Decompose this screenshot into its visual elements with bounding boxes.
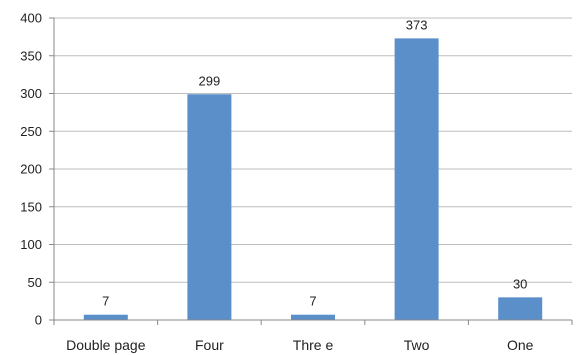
bar-3	[394, 38, 439, 320]
labels: 0 50 100 150 200 250 300 350 400 7 Double page 299 F…	[20, 11, 533, 354]
gridlines	[54, 17, 572, 283]
category-label: One	[507, 337, 534, 353]
bar-1	[187, 94, 232, 320]
category-label: Thre e	[293, 337, 334, 353]
bar-value-label: 7	[309, 294, 316, 309]
category-label: Four	[195, 337, 224, 353]
bar-value-label: 30	[513, 276, 527, 291]
category-label: Two	[404, 337, 430, 353]
bar-value-label: 299	[199, 73, 221, 88]
bar-4	[498, 297, 543, 320]
y-tick-label: 250	[20, 124, 42, 139]
y-tick-label: 350	[20, 48, 42, 63]
y-tick-label: 100	[20, 237, 42, 252]
bar-2	[291, 314, 335, 320]
bar-value-label: 373	[406, 17, 428, 32]
y-tick-label: 300	[20, 86, 42, 101]
y-tick-label: 0	[35, 313, 42, 328]
bar-value-label: 7	[102, 294, 109, 309]
y-tick-label: 50	[28, 275, 42, 290]
y-tick-label: 150	[20, 199, 42, 214]
axes	[49, 17, 573, 325]
y-tick-label: 200	[20, 162, 42, 177]
bars	[83, 38, 543, 320]
y-tick-label: 400	[20, 11, 42, 26]
category-label: Double page	[66, 337, 146, 353]
bar-0	[83, 314, 128, 320]
